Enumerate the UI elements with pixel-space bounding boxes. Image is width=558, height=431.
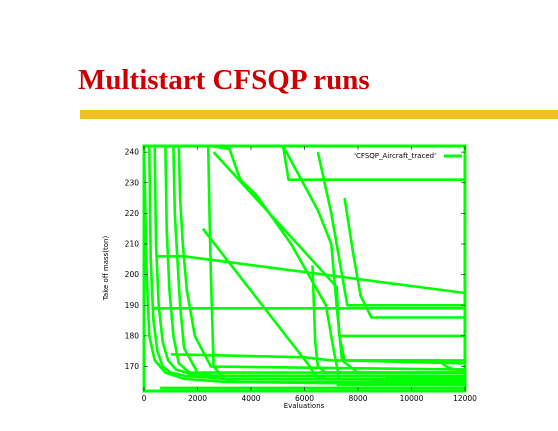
y-axis-label: Take off mass(ton) bbox=[102, 236, 110, 302]
x-tick-label: 12000 bbox=[453, 394, 477, 403]
legend: 'CFSQP_Aircraft_traced' bbox=[354, 152, 462, 160]
y-tick-label: 230 bbox=[125, 178, 140, 187]
y-tick-label: 190 bbox=[125, 301, 140, 310]
x-axis-label: Evaluations bbox=[284, 402, 325, 410]
x-tick-label: 0 bbox=[142, 394, 147, 403]
y-tick-label: 220 bbox=[125, 209, 140, 218]
legend-entry-label: 'CFSQP_Aircraft_traced' bbox=[354, 152, 436, 160]
y-tick-label: 180 bbox=[125, 331, 140, 340]
y-tick-label: 200 bbox=[125, 270, 140, 279]
x-tick-label: 4000 bbox=[241, 394, 260, 403]
series-line-segment bbox=[173, 146, 465, 382]
x-tick-label: 2000 bbox=[188, 394, 207, 403]
x-tick-label: 10000 bbox=[400, 394, 424, 403]
series-line-segment bbox=[157, 256, 465, 293]
y-tick-label: 240 bbox=[125, 148, 140, 157]
x-tick-label: 8000 bbox=[348, 394, 367, 403]
y-tick-label: 210 bbox=[125, 240, 140, 249]
series-line-segment bbox=[345, 198, 465, 317]
series-layer bbox=[144, 146, 465, 388]
y-tick-label: 170 bbox=[125, 362, 140, 371]
